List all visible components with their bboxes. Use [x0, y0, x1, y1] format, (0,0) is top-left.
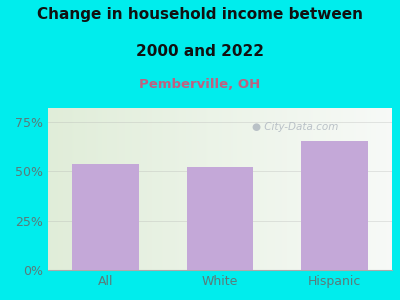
- Text: Pemberville, OH: Pemberville, OH: [139, 78, 261, 91]
- Bar: [187, 167, 253, 270]
- Text: 2000 and 2022: 2000 and 2022: [136, 44, 264, 59]
- Bar: [72, 164, 138, 270]
- Text: ● City-Data.com: ● City-Data.com: [252, 122, 339, 132]
- Bar: [302, 141, 368, 270]
- Text: Change in household income between: Change in household income between: [37, 8, 363, 22]
